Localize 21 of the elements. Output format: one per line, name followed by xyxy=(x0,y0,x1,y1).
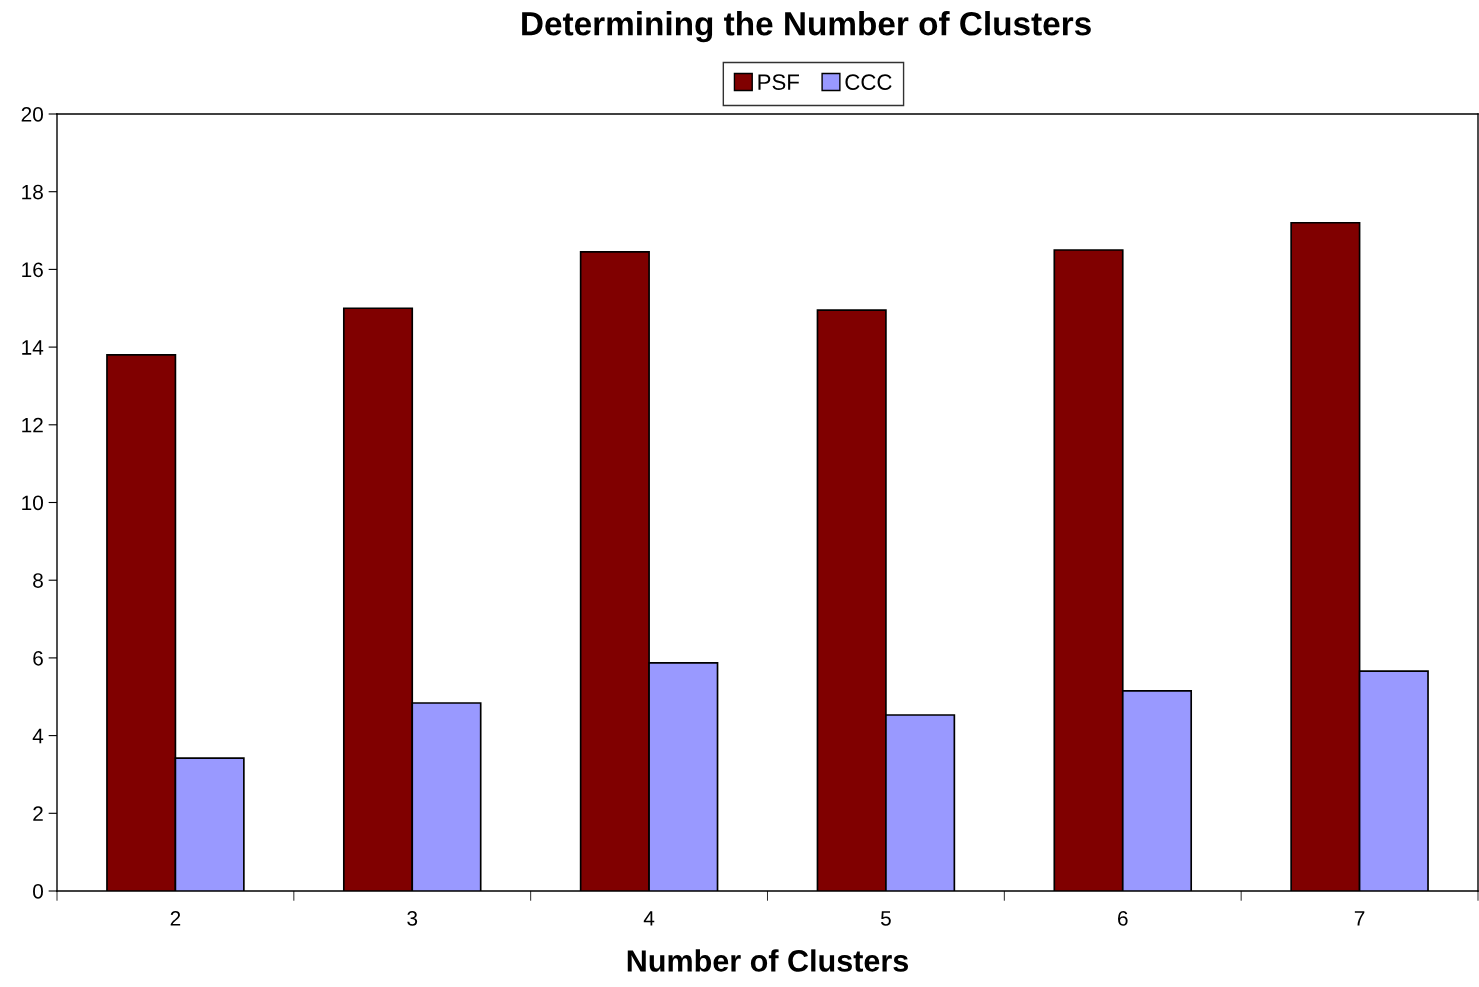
x-tick-label: 3 xyxy=(407,910,418,926)
y-tick-label: 14 xyxy=(22,340,44,355)
y-tick-label: 10 xyxy=(22,495,43,511)
y-tick-label: 4 xyxy=(32,728,44,744)
y-tick-label: 18 xyxy=(22,184,43,200)
y-tick-label: 16 xyxy=(22,262,43,278)
x-tick-label: 7 xyxy=(1354,911,1365,926)
y-tick-label: 6 xyxy=(33,650,43,666)
y-tick-label: 0 xyxy=(33,884,43,899)
x-tick-label: 6 xyxy=(1118,910,1128,926)
x-tick-label: 2 xyxy=(170,910,181,926)
y-tick-label: 2 xyxy=(33,806,43,821)
y-tick-label: 20 xyxy=(21,107,43,122)
y-tick-label: 8 xyxy=(33,573,43,588)
y-tick-label: 12 xyxy=(22,417,43,433)
legend-label: CCC xyxy=(845,74,892,90)
x-tick-label: 4 xyxy=(643,911,655,926)
x-tick-label: 5 xyxy=(880,911,891,926)
legend-label: PSF xyxy=(758,74,799,90)
chart-title: Determining the Number of Clusters xyxy=(522,11,1091,43)
x-axis-title: Number of Clusters xyxy=(627,949,909,972)
